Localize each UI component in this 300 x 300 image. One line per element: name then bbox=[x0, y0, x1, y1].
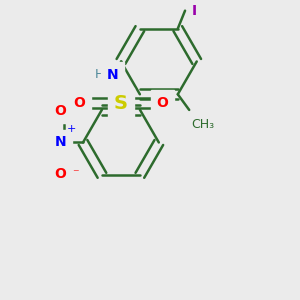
Text: I: I bbox=[191, 4, 196, 18]
Text: O: O bbox=[156, 96, 168, 110]
Text: N: N bbox=[107, 68, 118, 82]
Text: ⁻: ⁻ bbox=[73, 167, 79, 180]
Text: O: O bbox=[74, 96, 85, 110]
Text: O: O bbox=[54, 167, 66, 182]
Text: N: N bbox=[54, 136, 66, 149]
Text: O: O bbox=[54, 103, 66, 118]
Text: CH₃: CH₃ bbox=[191, 118, 214, 131]
Text: +: + bbox=[66, 124, 76, 134]
Text: S: S bbox=[114, 94, 128, 112]
Text: H: H bbox=[94, 68, 104, 82]
